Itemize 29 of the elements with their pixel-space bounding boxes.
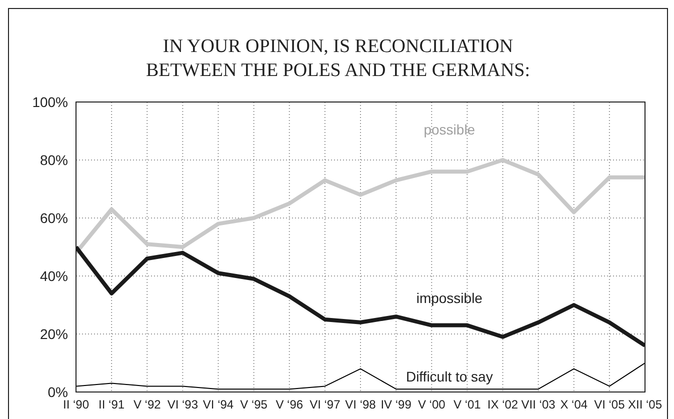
chart-title: IN YOUR OPINION, IS RECONCILIATION BETWEEN THE POLES AND THE GERMANS: [144, 35, 532, 83]
x-tick-label: XII ‘05 [628, 398, 662, 412]
x-tick-label: V ‘00 [418, 398, 446, 412]
text: possible [424, 122, 476, 138]
series-label: impossible [416, 290, 483, 306]
line-series [76, 158, 645, 255]
x-tick-label: VI ‘94 [202, 398, 234, 412]
y-tick-label: 40% [40, 268, 68, 284]
series-label: Difficult to say [406, 368, 493, 384]
x-tick-label: VI ‘05 [594, 398, 626, 412]
y-tick-label: 60% [40, 210, 68, 226]
y-tick-label: 100% [32, 94, 68, 110]
x-tick-label: X ‘04 [560, 398, 588, 412]
y-tick-label: 0% [48, 384, 68, 400]
line-series [76, 362, 645, 390]
x-tick-label: IV ‘99 [380, 398, 412, 412]
x-tick-label: II ‘91 [98, 398, 125, 412]
x-tick-label: V ‘92 [133, 398, 162, 412]
x-tick-label: IX ‘02 [487, 398, 518, 412]
y-tick-label: 80% [40, 152, 68, 168]
x-tick-label: V ‘01 [454, 398, 482, 412]
x-tick-label: VI ‘98 [345, 398, 376, 412]
x-tick-label: VII ‘03 [521, 398, 556, 412]
x-tick-label: V ‘96 [276, 398, 304, 412]
y-tick-label: 20% [40, 326, 68, 342]
x-tick-label: V ‘95 [240, 398, 268, 412]
x-tick-label: VI ‘97 [310, 398, 341, 412]
x-tick-label: VI ‘93 [167, 398, 198, 412]
x-tick-label: II ‘90 [62, 398, 90, 412]
